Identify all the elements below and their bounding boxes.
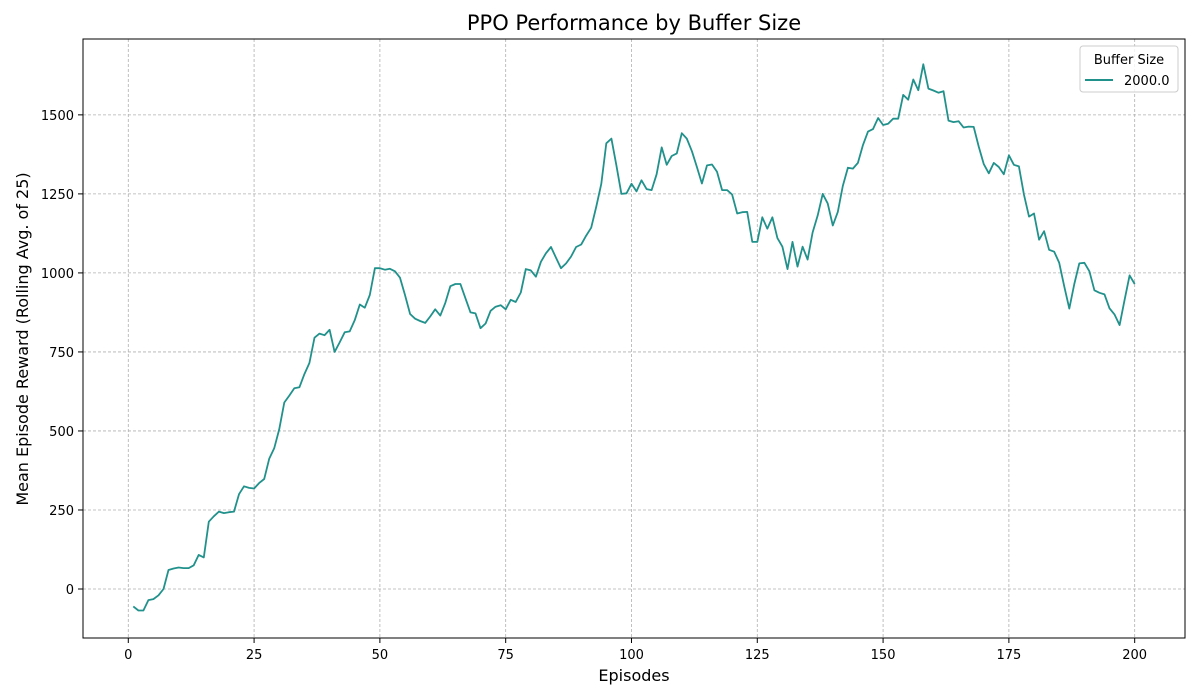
x-tick-label: 25 [246, 648, 263, 663]
series-layer [132, 63, 1136, 612]
x-tick-label: 125 [745, 648, 770, 663]
y-tick-label: 250 [49, 504, 74, 519]
x-tick-label: 0 [124, 648, 132, 663]
x-tick-label: 175 [996, 648, 1021, 663]
y-tick-label: 0 [66, 583, 74, 598]
legend-title: Buffer Size [1094, 53, 1164, 68]
x-tick-label: 75 [497, 648, 514, 663]
plot-frame [82, 38, 1186, 639]
y-axis-label: Mean Episode Reward (Rolling Avg. of 25) [13, 172, 32, 505]
x-axis-ticks: 0 25 50 75 100 125 150 175 200 [124, 638, 1147, 663]
x-axis-label: Episodes [598, 666, 669, 685]
y-axis-ticks: 0 250 500 750 1000 1250 1500 [41, 109, 83, 598]
legend: Buffer Size 2000.0 [1079, 45, 1179, 93]
y-tick-label: 750 [49, 346, 74, 361]
legend-entry-label: 2000.0 [1124, 74, 1170, 89]
x-tick-label: 150 [871, 648, 896, 663]
x-tick-label: 200 [1122, 648, 1147, 663]
y-tick-label: 500 [49, 425, 74, 440]
series-line-0 [132, 63, 1136, 612]
grid [83, 39, 1185, 638]
y-tick-label: 1000 [41, 267, 74, 282]
y-tick-label: 1250 [41, 188, 74, 203]
chart-title: PPO Performance by Buffer Size [467, 11, 801, 35]
y-tick-label: 1500 [41, 109, 74, 124]
x-tick-label: 100 [619, 648, 644, 663]
x-tick-label: 50 [372, 648, 389, 663]
